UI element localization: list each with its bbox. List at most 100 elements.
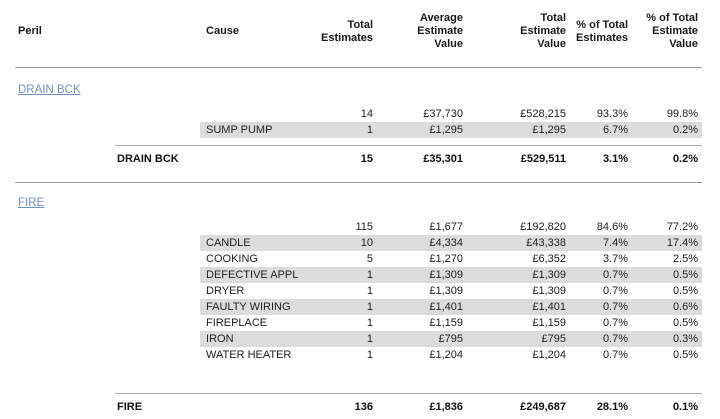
spacer-cell	[15, 138, 702, 146]
peril-link-cell: DRAIN BCK	[15, 82, 702, 98]
value-cell: £1,401	[377, 299, 468, 315]
peril-spacer-cell	[15, 299, 200, 315]
cause-cell: DRYER	[206, 285, 245, 297]
value-cell: £795	[377, 331, 468, 347]
value-cell: 3.7%	[602, 253, 629, 265]
column-header-pct-of-total-estimates: % of Total Estimates	[570, 0, 633, 68]
summary-value-cell: 15	[307, 145, 378, 169]
value-cell: 93.3%	[596, 108, 629, 120]
value-cell: 1	[307, 299, 378, 315]
peril-link-cell: FIRE	[15, 195, 702, 211]
value-cell: 1	[366, 349, 374, 361]
value-cell: 99.8%	[666, 108, 699, 120]
cause-cell: WATER HEATER	[206, 349, 292, 361]
data-row: 115 £1,677 £192,820 84.6% 77.2%	[15, 219, 702, 235]
value-cell: £43,338	[467, 235, 571, 251]
link-row: FIRE	[15, 195, 702, 211]
table-body: DRAIN BCK 14 £37,730 £528,215 93.3% 99.8% SUMP…	[15, 68, 703, 418]
data-row: COOKING 5 £1,270 £6,352 3.7% 2.5%	[15, 251, 702, 267]
value-cell: 1	[307, 122, 378, 138]
value-cell: £1,309	[429, 285, 464, 297]
value-cell: £1,204	[532, 349, 567, 361]
value-cell: 1	[307, 267, 378, 283]
value-cell: 0.7%	[602, 285, 629, 297]
value-cell: £1,677	[429, 221, 464, 233]
value-cell: £37,730	[423, 108, 464, 120]
value-cell: £6,352	[532, 253, 567, 265]
spacer-cell	[15, 183, 702, 196]
cause-cell: CANDLE	[200, 235, 308, 251]
cause-cell: FIREPLACE	[206, 317, 268, 329]
value-cell: 1	[366, 317, 374, 329]
value-cell: £1,159	[532, 317, 567, 329]
summary-label: DRAIN BCK	[115, 145, 308, 169]
value-cell: 7.4%	[570, 235, 633, 251]
value-cell: 0.7%	[602, 349, 629, 361]
summary-spacer-cell	[15, 394, 115, 418]
peril-spacer-cell	[15, 106, 200, 122]
cause-cell	[200, 219, 307, 235]
spacer-row	[15, 183, 702, 196]
spacer-row	[15, 211, 702, 219]
value-cell: £4,334	[377, 235, 468, 251]
peril-spacer-cell	[15, 122, 200, 138]
value-cell: 0.7%	[570, 267, 633, 283]
value-cell: 0.7%	[602, 317, 629, 329]
spacer-cell	[15, 98, 702, 106]
cause-cell: COOKING	[206, 253, 258, 265]
data-row: 14 £37,730 £528,215 93.3% 99.8%	[15, 106, 702, 122]
peril-spacer-cell	[15, 283, 200, 299]
value-cell: 84.6%	[596, 221, 629, 233]
cause-cell: IRON	[200, 331, 308, 347]
data-row: FAULTY WIRING 1 £1,401 £1,401 0.7% 0.6%	[15, 299, 703, 315]
summary-value-cell: £529,511	[467, 145, 571, 169]
value-cell: 5	[366, 253, 374, 265]
value-cell: £1,309	[377, 267, 468, 283]
peril-spacer-cell	[15, 315, 200, 331]
value-cell: £1,295	[377, 122, 468, 138]
data-row: WATER HEATER 1 £1,204 £1,204 0.7% 0.5%	[15, 347, 702, 363]
value-cell: 0.5%	[672, 349, 699, 361]
summary-spacer-cell	[15, 146, 115, 170]
spacer-row	[15, 98, 702, 106]
value-cell: £1,295	[467, 122, 571, 138]
column-header-pct-of-total-estimate-value: % of Total Estimate Value	[632, 0, 703, 68]
summary-label: FIRE	[115, 393, 308, 417]
summary-value-cell: £249,687	[467, 393, 571, 417]
spacer-cell	[15, 211, 702, 219]
data-row: DEFECTIVE APPL 1 £1,309 £1,309 0.7% 0.5%	[15, 267, 703, 283]
section-divider	[15, 175, 703, 183]
peril-spacer-cell	[15, 267, 200, 283]
spacer-row	[15, 138, 702, 146]
value-cell: 10	[307, 235, 378, 251]
value-cell: £1,309	[532, 285, 567, 297]
cause-cell	[200, 106, 307, 122]
peril-cause-report-table: Peril Cause Total Estimates Average Esti…	[15, 0, 703, 418]
value-cell: 0.3%	[632, 331, 703, 347]
value-cell: £1,401	[467, 299, 571, 315]
cause-cell: DEFECTIVE APPL	[200, 267, 308, 283]
header-row: Peril Cause Total Estimates Average Esti…	[15, 0, 703, 68]
value-cell: 0.5%	[672, 317, 699, 329]
value-cell: 77.2%	[666, 221, 699, 233]
value-cell: £1,270	[429, 253, 464, 265]
data-row: FIREPLACE 1 £1,159 £1,159 0.7% 0.5%	[15, 315, 702, 331]
value-cell: 1	[366, 285, 374, 297]
value-cell: 14	[360, 108, 374, 120]
value-cell: 0.5%	[672, 285, 699, 297]
summary-value-cell: 136	[307, 393, 378, 417]
peril-link-fire[interactable]: FIRE	[18, 197, 45, 209]
column-header-cause: Cause	[200, 0, 308, 68]
value-cell: 115	[355, 221, 374, 233]
summary-value-cell: 0.2%	[632, 145, 703, 169]
spacer-cell	[15, 363, 702, 394]
spacer-row	[15, 68, 702, 83]
peril-spacer-cell	[15, 331, 200, 347]
data-row: DRYER 1 £1,309 £1,309 0.7% 0.5%	[15, 283, 702, 299]
spacer-cell	[15, 68, 702, 83]
summary-value-cell: 0.1%	[632, 393, 703, 417]
value-cell: 2.5%	[672, 253, 699, 265]
peril-link-drain-bck[interactable]: DRAIN BCK	[18, 84, 81, 96]
value-cell: 0.7%	[570, 299, 633, 315]
peril-spacer-cell	[15, 251, 200, 267]
